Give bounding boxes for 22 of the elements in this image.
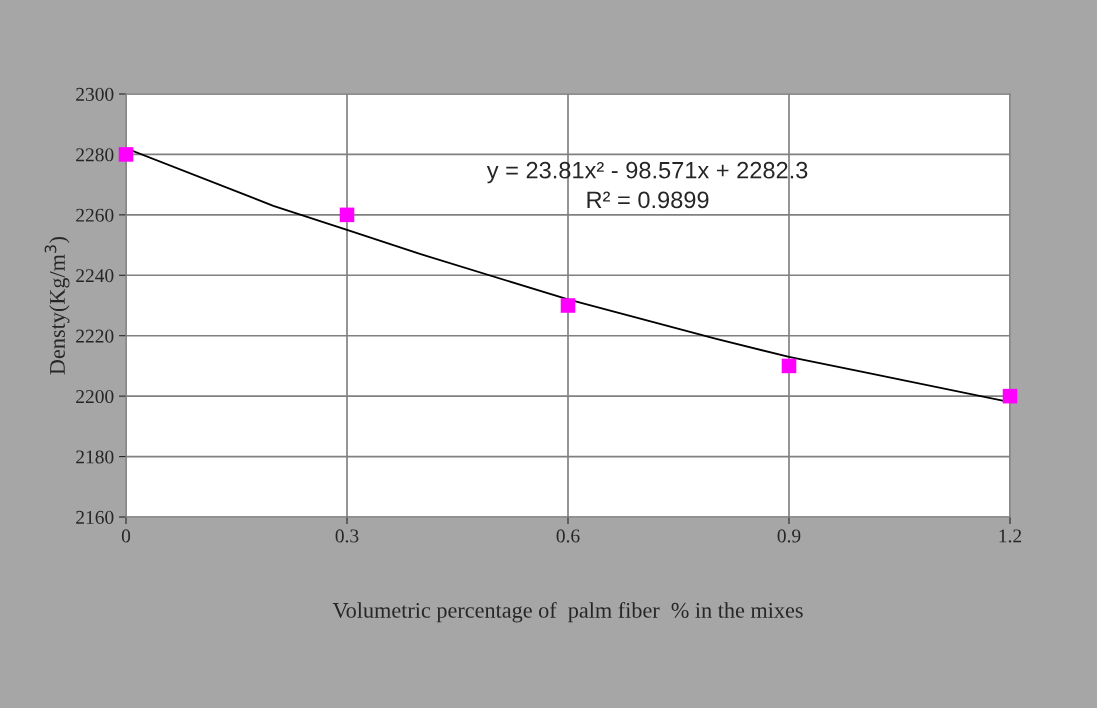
y-tick-label: 2180 — [76, 450, 114, 464]
x-tick-label: 0.3 — [335, 529, 359, 543]
y-tick-label: 2240 — [76, 269, 114, 283]
x-tick-label: 0.6 — [556, 529, 580, 543]
point — [1002, 388, 1018, 404]
point — [339, 207, 355, 223]
annotation: R² = 0.9899 — [587, 191, 709, 209]
point — [560, 298, 576, 313]
annotation: y = 23.81x² - 98.571x + 2282.3 — [486, 161, 808, 184]
x-tick-label: 1.2 — [999, 529, 1022, 543]
y-tick-label: 2300 — [76, 87, 114, 101]
x-axis-title: Volumetric percentage of palm fiber % in the mixes — [332, 601, 803, 623]
x-tick-label: 0.9 — [777, 529, 801, 543]
y-tick-label: 2160 — [76, 510, 114, 524]
y-tick-label: 2200 — [76, 389, 114, 404]
point — [781, 358, 797, 374]
y-tick-label: 2220 — [76, 329, 114, 343]
y-axis-title: Densty(Kg/m$^{3}$) — [44, 236, 70, 375]
point — [118, 147, 134, 162]
y-tick-label: 2280 — [76, 148, 114, 162]
y-tick-label: 2260 — [76, 208, 114, 222]
x-tick-label: 0 — [121, 529, 131, 543]
